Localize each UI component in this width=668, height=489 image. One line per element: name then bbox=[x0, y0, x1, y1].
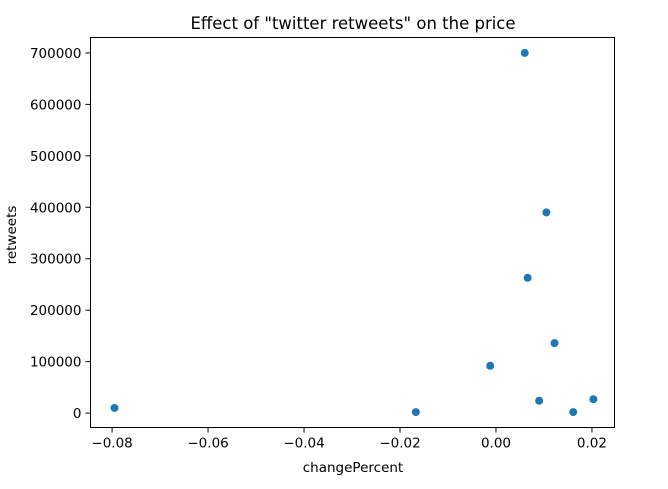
scatter-point bbox=[569, 408, 578, 417]
x-tick-label: 0.02 bbox=[577, 436, 607, 452]
x-tick-label: −0.02 bbox=[379, 436, 420, 452]
y-tick-label: 100000 bbox=[30, 355, 82, 371]
y-tick-label: 600000 bbox=[30, 97, 82, 113]
x-tick-label: −0.08 bbox=[91, 436, 132, 452]
y-tick-label: 200000 bbox=[30, 303, 82, 319]
y-axis-ticks: 0 100000 200000 300000 400000 500000 600000 700… bbox=[30, 46, 91, 422]
scatter-point bbox=[110, 403, 119, 412]
scatter-point bbox=[589, 395, 598, 404]
chart-title: Effect of "twitter retweets" on the pric… bbox=[190, 14, 515, 33]
x-axis-label: changePercent bbox=[303, 460, 403, 476]
x-tick-label: −0.06 bbox=[187, 436, 228, 452]
y-axis-label: retweets bbox=[4, 206, 20, 265]
y-tick-label: 700000 bbox=[30, 46, 82, 62]
scatter-point bbox=[520, 48, 529, 57]
scatter-point bbox=[486, 361, 495, 370]
scatter-point bbox=[411, 408, 420, 417]
y-tick-label: 0 bbox=[73, 406, 82, 422]
plot-area-frame bbox=[90, 37, 615, 428]
y-tick-label: 400000 bbox=[30, 200, 82, 216]
x-axis-ticks: −0.08 −0.06 −0.04 −0.02 0.00 0.02 bbox=[91, 427, 607, 452]
scatter-point bbox=[523, 273, 532, 282]
scatter-point bbox=[550, 339, 559, 348]
x-tick-label: 0.00 bbox=[481, 436, 511, 452]
scatter-point bbox=[542, 208, 551, 217]
x-tick-label: −0.04 bbox=[283, 436, 324, 452]
y-tick-label: 300000 bbox=[30, 252, 82, 268]
scatter-point bbox=[535, 396, 544, 405]
y-tick-label: 500000 bbox=[30, 149, 82, 165]
data-points bbox=[110, 48, 598, 417]
